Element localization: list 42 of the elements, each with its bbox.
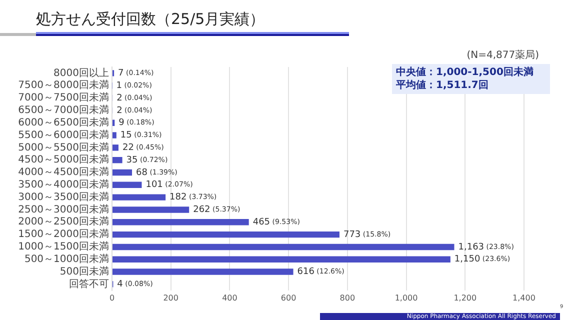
bar (112, 132, 116, 138)
y-tick-label: 500～1000回未満 (24, 252, 109, 265)
x-tick-label: 1,400 (512, 293, 536, 302)
y-tick-label: 1500～2000回未満 (18, 228, 109, 240)
x-tick-label: 200 (163, 293, 178, 302)
bar (112, 219, 249, 226)
y-tick-label: 3500～4000回未満 (18, 178, 109, 190)
bar (112, 268, 294, 275)
bar (112, 194, 166, 200)
x-tick-label: 1,200 (454, 293, 477, 302)
bar (112, 231, 340, 238)
x-tick-label: 600 (280, 293, 296, 302)
y-tick-label: 4500～5000回未満 (18, 154, 109, 166)
y-tick-label: 8000回以上 (54, 66, 109, 79)
bar (112, 169, 132, 176)
text: (N=4,877薬局) (466, 48, 539, 62)
y-tick-label: 5500～6000回未満 (18, 128, 109, 141)
y-tick-label: 6500～7000回未満 (18, 104, 109, 116)
x-tick-label: 400 (222, 293, 238, 302)
bar (112, 244, 454, 250)
bar (112, 182, 142, 188)
bar (112, 256, 450, 262)
chart-title: 処方せん受付回数（25/5月実績） (36, 10, 265, 29)
x-tick-label: 1,000 (394, 293, 418, 302)
y-tick-label: 2000～2500回未満 (18, 216, 109, 228)
bar (112, 206, 190, 213)
bar (112, 144, 118, 151)
y-tick-label: 7500～8000回未満 (18, 79, 109, 92)
x-tick-label: 0 (109, 293, 115, 302)
annotation: 中央値：1,000-1,500回未満 (396, 66, 534, 79)
y-tick-label: 回答不可 (69, 278, 109, 290)
y-tick-label: 2500～3000回未満 (18, 203, 109, 216)
y-tick-label: 5000～5500回未満 (18, 141, 109, 154)
x-tick-label: 800 (340, 293, 356, 302)
y-tick-label: 3000～3500回未満 (18, 190, 109, 203)
y-tick-label: 500回未満 (60, 265, 109, 278)
bar (112, 156, 122, 164)
annotation: 平均値：1,511.7回 (396, 79, 490, 92)
y-tick-label: 1000～1500回未満 (18, 240, 109, 253)
y-tick-label: 4000～4500回未満 (18, 166, 109, 178)
y-tick-label: 7000～7500回未満 (18, 92, 109, 104)
y-tick-label: 6000～6500回未満 (18, 116, 109, 128)
